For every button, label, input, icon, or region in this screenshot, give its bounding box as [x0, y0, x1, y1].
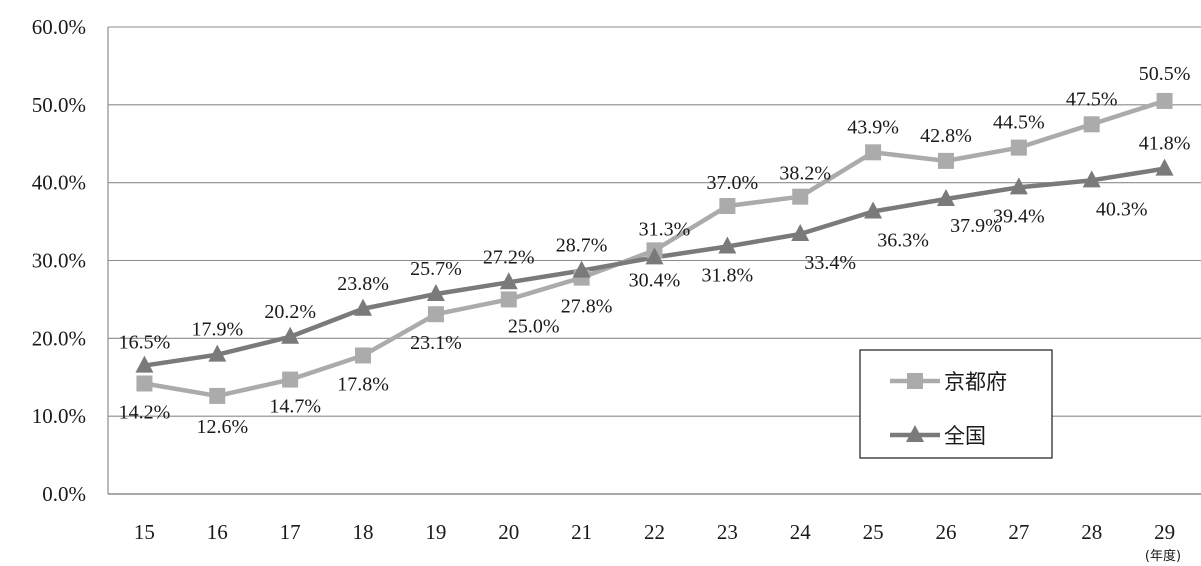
x-tick-label: 20 [498, 520, 519, 544]
series-line-1 [144, 166, 1165, 368]
data-point-triangle [499, 272, 518, 290]
data-label: 23.1% [410, 332, 462, 354]
x-tick-label: 19 [425, 520, 446, 544]
data-label: 31.3% [639, 218, 691, 240]
data-label: 14.7% [269, 396, 321, 418]
data-label: 40.3% [1096, 198, 1148, 220]
data-point-square [427, 306, 444, 323]
x-tick-label: 24 [790, 520, 812, 544]
data-label: 31.8% [702, 264, 754, 286]
data-point-square [209, 387, 226, 404]
data-point-square [792, 188, 809, 205]
x-tick-label: 17 [280, 520, 301, 544]
y-tick-label: 60.0% [32, 15, 86, 39]
data-label: 14.2% [119, 401, 171, 423]
legend-label: 全国 [944, 424, 986, 448]
data-label: 39.4% [993, 205, 1045, 227]
x-tick-label: 29 [1154, 520, 1175, 544]
data-point-triangle [645, 247, 664, 265]
data-label: 37.9% [950, 215, 1002, 237]
data-point-triangle [791, 224, 810, 242]
x-tick-label: 27 [1008, 520, 1029, 544]
legend-item: 全国 [890, 424, 986, 448]
data-point-triangle [572, 260, 591, 278]
legend-label: 京都府 [944, 370, 1007, 394]
data-point-square [282, 371, 299, 388]
data-label: 50.5% [1139, 63, 1191, 85]
x-tick-label: 23 [717, 520, 738, 544]
data-point-triangle [1082, 170, 1101, 188]
data-point-square [1083, 116, 1100, 133]
data-label: 38.2% [779, 163, 831, 185]
legend-swatch-triangle [906, 425, 924, 442]
y-tick-label: 10.0% [32, 404, 86, 428]
x-tick-label: 21 [571, 520, 592, 544]
data-labels: 14.2% 12.6% 14.7% 17.8% 23.1% 25.0%27.8% 31.3%… [119, 63, 1191, 438]
y-tick-label: 30.0% [32, 249, 86, 273]
data-label: 44.5% [993, 112, 1045, 134]
data-label: 47.5% [1066, 88, 1118, 110]
data-label: 36.3% [877, 229, 929, 251]
data-label: 37.0% [707, 172, 759, 194]
data-point-square [719, 198, 736, 215]
data-label: 42.8% [920, 125, 972, 147]
data-point-triangle [936, 189, 955, 207]
data-point-square [937, 152, 954, 169]
x-tick-label: 16 [207, 520, 228, 544]
legend-item: 京都府 [890, 370, 1007, 394]
data-point-square [865, 144, 882, 161]
x-tick-label: 28 [1081, 520, 1102, 544]
x-tick-label: 15 [134, 520, 155, 544]
y-tick-label: 0.0% [42, 482, 86, 506]
data-label: 12.6% [196, 416, 248, 438]
data-label: 25.7% [410, 258, 462, 280]
data-point-square [136, 375, 153, 392]
data-point-triangle [864, 201, 883, 219]
y-tick-label: 40.0% [32, 171, 86, 195]
x-tick-label: 22 [644, 520, 665, 544]
data-label: 20.2% [264, 301, 316, 323]
data-label: 28.7% [556, 235, 608, 257]
data-label: 27.8% [561, 296, 613, 318]
data-point-triangle [281, 326, 300, 344]
data-point-square [1156, 92, 1173, 109]
series-markers [135, 92, 1174, 404]
data-point-square [1010, 139, 1027, 156]
data-point-triangle [1155, 158, 1174, 176]
y-tick-label: 50.0% [32, 93, 86, 117]
data-label: 33.4% [804, 252, 856, 274]
data-label: 25.0% [508, 315, 560, 337]
data-label: 41.8% [1139, 133, 1191, 155]
data-point-triangle [1009, 177, 1028, 195]
data-point-triangle [718, 236, 737, 254]
data-label: 16.5% [119, 332, 171, 354]
x-tick-label: 25 [863, 520, 884, 544]
data-label: 17.8% [337, 373, 389, 395]
data-label: 30.4% [629, 269, 681, 291]
data-point-triangle [135, 355, 154, 373]
x-tick-label: 26 [935, 520, 956, 544]
data-label: 43.9% [847, 116, 899, 138]
legend-swatch-square [907, 373, 923, 389]
data-point-square [355, 347, 372, 364]
data-point-square [500, 291, 517, 308]
y-axis-ticks: 0.0% 10.0% 20.0% 30.0% 40.0% 50.0% 60.0% [32, 15, 86, 506]
y-tick-label: 20.0% [32, 326, 86, 350]
data-label: 27.2% [483, 246, 535, 268]
data-label: 17.9% [191, 319, 243, 341]
x-axis-ticks: 15 16 17 18 19 20 21 22 23 24 25 26 27 28 29 [134, 520, 1175, 544]
x-axis-unit: (年度) [1145, 548, 1181, 564]
data-point-triangle [426, 283, 445, 301]
data-point-triangle [208, 344, 227, 362]
data-point-triangle [354, 298, 373, 316]
x-tick-label: 18 [353, 520, 374, 544]
data-label: 23.8% [337, 273, 389, 295]
legend-box [859, 349, 1053, 459]
